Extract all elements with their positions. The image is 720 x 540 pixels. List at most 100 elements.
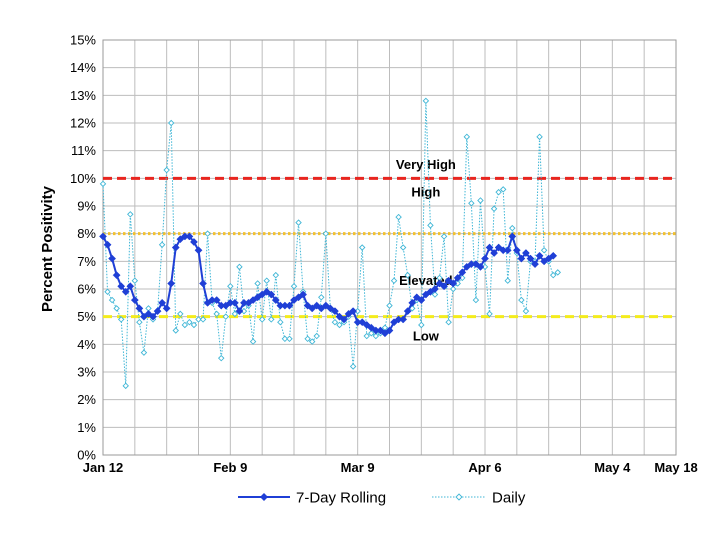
daily-point: [349, 363, 357, 370]
rolling-point: [412, 293, 421, 302]
daily-point: [445, 318, 452, 326]
legend-label-rolling: 7-Day Rolling: [296, 490, 386, 507]
daily-point: [363, 332, 370, 340]
rolling-point: [271, 296, 280, 305]
daily-point: [295, 219, 302, 226]
daily-point: [518, 296, 525, 304]
x-tick-label: May 18: [654, 460, 697, 475]
daily-point: [227, 282, 234, 290]
daily-point: [268, 316, 275, 323]
daily-point: [190, 321, 198, 329]
rolling-point: [417, 296, 426, 305]
daily-point: [122, 382, 129, 390]
legend: 7-Day Rolling Daily: [238, 490, 526, 507]
daily-point: [540, 247, 548, 254]
daily-point: [322, 230, 330, 237]
daily-point: [99, 180, 107, 188]
y-tick-label: 2%: [77, 392, 96, 407]
y-tick-label: 8%: [77, 226, 96, 241]
rolling-point: [130, 296, 139, 305]
daily-point: [277, 318, 284, 326]
daily-point: [468, 199, 475, 207]
daily-point: [108, 296, 116, 304]
legend-marker-daily: [455, 493, 463, 501]
daily-point: [249, 338, 257, 345]
zone-label: Low: [413, 329, 440, 344]
daily-point: [431, 291, 439, 298]
daily-point: [372, 332, 380, 340]
y-tick-label: 1%: [77, 420, 96, 435]
zone-label: High: [411, 185, 440, 200]
rolling-point: [126, 282, 135, 291]
rolling-point: [367, 323, 376, 332]
rolling-point: [189, 238, 198, 246]
x-tick-label: Feb 9: [213, 460, 247, 475]
daily-point: [218, 354, 225, 362]
daily-point: [186, 318, 193, 326]
daily-point: [549, 271, 557, 279]
daily-point: [331, 318, 339, 326]
daily-point: [254, 280, 261, 287]
rolling-point: [517, 254, 526, 263]
rolling-point: [149, 312, 157, 321]
daily-point: [390, 277, 398, 284]
daily-point: [163, 166, 170, 174]
rolling-point: [235, 307, 244, 316]
rolling-point: [471, 260, 480, 269]
rolling-point: [326, 304, 335, 313]
rolling-point: [117, 282, 126, 291]
legend-marker-rolling: [260, 493, 268, 501]
rolling-point: [135, 304, 144, 313]
rolling-point: [99, 232, 107, 241]
y-tick-label: 3%: [77, 365, 96, 380]
grid: [102, 39, 677, 456]
rolling-point: [340, 315, 348, 324]
rolling-point: [535, 251, 544, 260]
daily-point: [117, 316, 125, 323]
rolling-point: [399, 315, 408, 324]
x-tick-label: Mar 9: [341, 460, 375, 475]
daily-point: [399, 244, 407, 251]
y-tick-label: 9%: [77, 199, 96, 214]
daily-point: [236, 263, 243, 271]
legend-label-daily: Daily: [492, 490, 526, 507]
rolling-point: [408, 298, 417, 307]
daily-point: [131, 277, 139, 284]
y-tick-label: 0%: [77, 448, 96, 463]
rolling-point: [435, 279, 444, 288]
rolling-point: [230, 298, 239, 307]
daily-point: [336, 321, 343, 329]
daily-point: [404, 271, 411, 279]
y-tick-label: 7%: [77, 254, 96, 269]
rolling-point: [199, 279, 208, 288]
x-tick-labels: Jan 12 Feb 9 Mar 9 Apr 6 May 4 May 18: [83, 460, 698, 475]
daily-point: [140, 349, 148, 356]
rolling-point: [458, 268, 467, 277]
rolling-point: [194, 246, 203, 255]
daily-point: [195, 316, 202, 323]
daily-point: [477, 197, 484, 204]
daily-point: [318, 294, 325, 301]
daily-point: [522, 307, 530, 315]
rolling-point: [385, 326, 394, 335]
daily-point: [213, 310, 220, 318]
x-tick-label: Apr 6: [468, 460, 501, 475]
daily-point: [472, 296, 480, 304]
rolling-point: [212, 296, 221, 305]
daily-point: [199, 316, 207, 323]
daily-point: [104, 288, 111, 296]
rolling-point: [481, 254, 489, 263]
daily-point: [499, 186, 507, 193]
daily-point: [463, 133, 471, 141]
zone-label: Very High: [396, 157, 456, 172]
daily-point: [158, 241, 166, 248]
rolling-point: [262, 287, 271, 296]
y-tick-label: 5%: [77, 309, 96, 324]
y-tick-label: 13%: [70, 88, 96, 103]
rolling-point: [103, 240, 112, 249]
daily-point: [509, 224, 516, 232]
rolling-point: [526, 254, 535, 263]
rolling-point: [121, 287, 130, 296]
daily-point: [181, 321, 189, 329]
rolling-point: [485, 243, 494, 252]
